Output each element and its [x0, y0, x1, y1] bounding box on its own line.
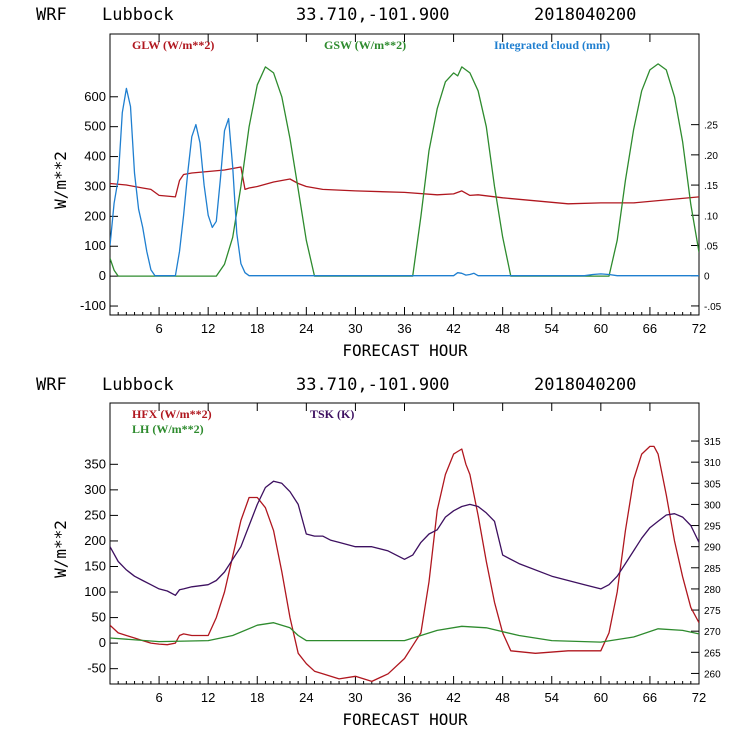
panel1-model: WRF [36, 5, 67, 25]
panel1-x-tick-label: 72 [692, 321, 706, 336]
panel1-x-tick-label: 24 [299, 321, 313, 336]
panel2-right-tick-label: 305 [704, 479, 721, 490]
panel2-series-lh-line [110, 622, 699, 643]
panel2-right-tick-label: 265 [704, 648, 721, 659]
panel1-series-gsw-line [110, 63, 699, 277]
panel1-x-tick-label: 30 [348, 321, 362, 336]
panel1-x-axis-label: FORECAST HOUR [342, 341, 468, 360]
panel2-x-tick-label: 48 [495, 690, 509, 705]
panel1-x-tick-label: 18 [250, 321, 264, 336]
panel1-x-tick-label: 48 [495, 321, 509, 336]
panel2-y-tick-label: 350 [84, 456, 106, 471]
panel1-legend-glw: GLW (W/m**2) [132, 38, 214, 52]
panel2-x-tick-label: 60 [594, 690, 608, 705]
panel2-right-tick-label: 260 [704, 669, 721, 680]
panel2-x-tick-label: 54 [545, 690, 559, 705]
panel1-series-glw-line [110, 166, 699, 205]
panel2-right-tick-label: 315 [704, 437, 721, 448]
panel2-x-tick-label: 72 [692, 690, 706, 705]
panel2-right-tick-label: 275 [704, 606, 721, 617]
panel1-y-tick-label: 0 [99, 268, 106, 283]
panel1-x-tick-label: 54 [545, 321, 559, 336]
panel1-x-tick-label: 6 [155, 321, 162, 336]
panel2-plot-frame [109, 402, 700, 685]
panel1-legend-cloud: Integrated cloud (mm) [494, 38, 610, 52]
panel2-right-tick-label: 300 [704, 500, 721, 511]
panel2-legend-tsk: TSK (K) [310, 407, 354, 421]
panel2-x-tick-label: 42 [446, 690, 460, 705]
panel2-x-tick-label: 66 [643, 690, 657, 705]
panel1-y-tick-label: 200 [84, 208, 106, 223]
panel1-run: 2018040200 [534, 5, 636, 25]
panel1-x-tick-label: 36 [397, 321, 411, 336]
panel2-coords: 33.710,-101.900 [296, 375, 450, 395]
panel1-series-integrated-line [110, 87, 699, 277]
panel2-y-tick-label: 250 [84, 507, 106, 522]
panel2-y-tick-label: -50 [87, 661, 106, 676]
panel2-x-tick-label: 24 [299, 690, 313, 705]
panel2-series-hfx-line [110, 445, 699, 683]
panel2-run: 2018040200 [534, 375, 636, 395]
panel1-legend-gsw: GSW (W/m**2) [324, 38, 406, 52]
panel1-y-tick-label: 300 [84, 178, 106, 193]
panel2-y-tick-label: 0 [99, 635, 106, 650]
panel2-x-tick-label: 18 [250, 690, 264, 705]
panel2-right-tick-label: 270 [704, 627, 721, 638]
panel2-right-tick-label: 280 [704, 585, 721, 596]
panel1-y-tick-label: 400 [84, 149, 106, 164]
panel2-x-axis-label: FORECAST HOUR [342, 710, 468, 729]
panel2-series-tsk-line [110, 480, 699, 596]
panel2-y-tick-label: 200 [84, 533, 106, 548]
panel2-y-axis-label: W/m**2 [51, 520, 70, 578]
panel2-y-tick-label: 100 [84, 584, 106, 599]
panel1-right-tick-label: .20 [704, 151, 718, 162]
panel2-right-tick-label: 310 [704, 458, 721, 469]
panel1-y-tick-label: 500 [84, 119, 106, 134]
panel1-right-tick-label: -.05 [704, 302, 722, 313]
panel1-y-tick-label: 100 [84, 238, 106, 253]
panel1-x-tick-label: 66 [643, 321, 657, 336]
panel1-x-tick-label: 60 [594, 321, 608, 336]
panel2-x-tick-label: 6 [155, 690, 162, 705]
panel2-legend-hfx: HFX (W/m**2) [132, 407, 212, 421]
panel2-x-tick-label: 12 [201, 690, 215, 705]
panel2-y-tick-label: 300 [84, 482, 106, 497]
panel2-right-tick-label: 285 [704, 564, 721, 575]
panel1-y-tick-label: 600 [84, 89, 106, 104]
panel2-x-tick-label: 36 [397, 690, 411, 705]
panel1-right-tick-label: .15 [704, 181, 718, 192]
panel1-coords: 33.710,-101.900 [296, 5, 450, 25]
panel2-right-tick-label: 295 [704, 522, 721, 533]
panel2-site: Lubbock [102, 375, 174, 395]
panel2-y-tick-label: 150 [84, 558, 106, 573]
panel2-right-tick-label: 290 [704, 543, 721, 554]
panel2-legend-lh: LH (W/m**2) [132, 422, 204, 436]
panel1-right-tick-label: .25 [704, 121, 718, 132]
panel1-x-tick-label: 42 [446, 321, 460, 336]
panel1-right-tick-label: .10 [704, 211, 718, 222]
panel1-site: Lubbock [102, 5, 174, 25]
panel2-model: WRF [36, 375, 67, 395]
panel1-plot-frame [109, 33, 700, 316]
panel1-right-tick-label: 0 [704, 272, 710, 283]
panel2-y-tick-label: 50 [92, 610, 106, 625]
panel1-x-tick-label: 12 [201, 321, 215, 336]
panel1-y-tick-label: -100 [80, 298, 106, 313]
panel2-x-tick-label: 30 [348, 690, 362, 705]
panel1-right-tick-label: .05 [704, 242, 718, 253]
panel1-y-axis-label: W/m**2 [51, 151, 70, 209]
